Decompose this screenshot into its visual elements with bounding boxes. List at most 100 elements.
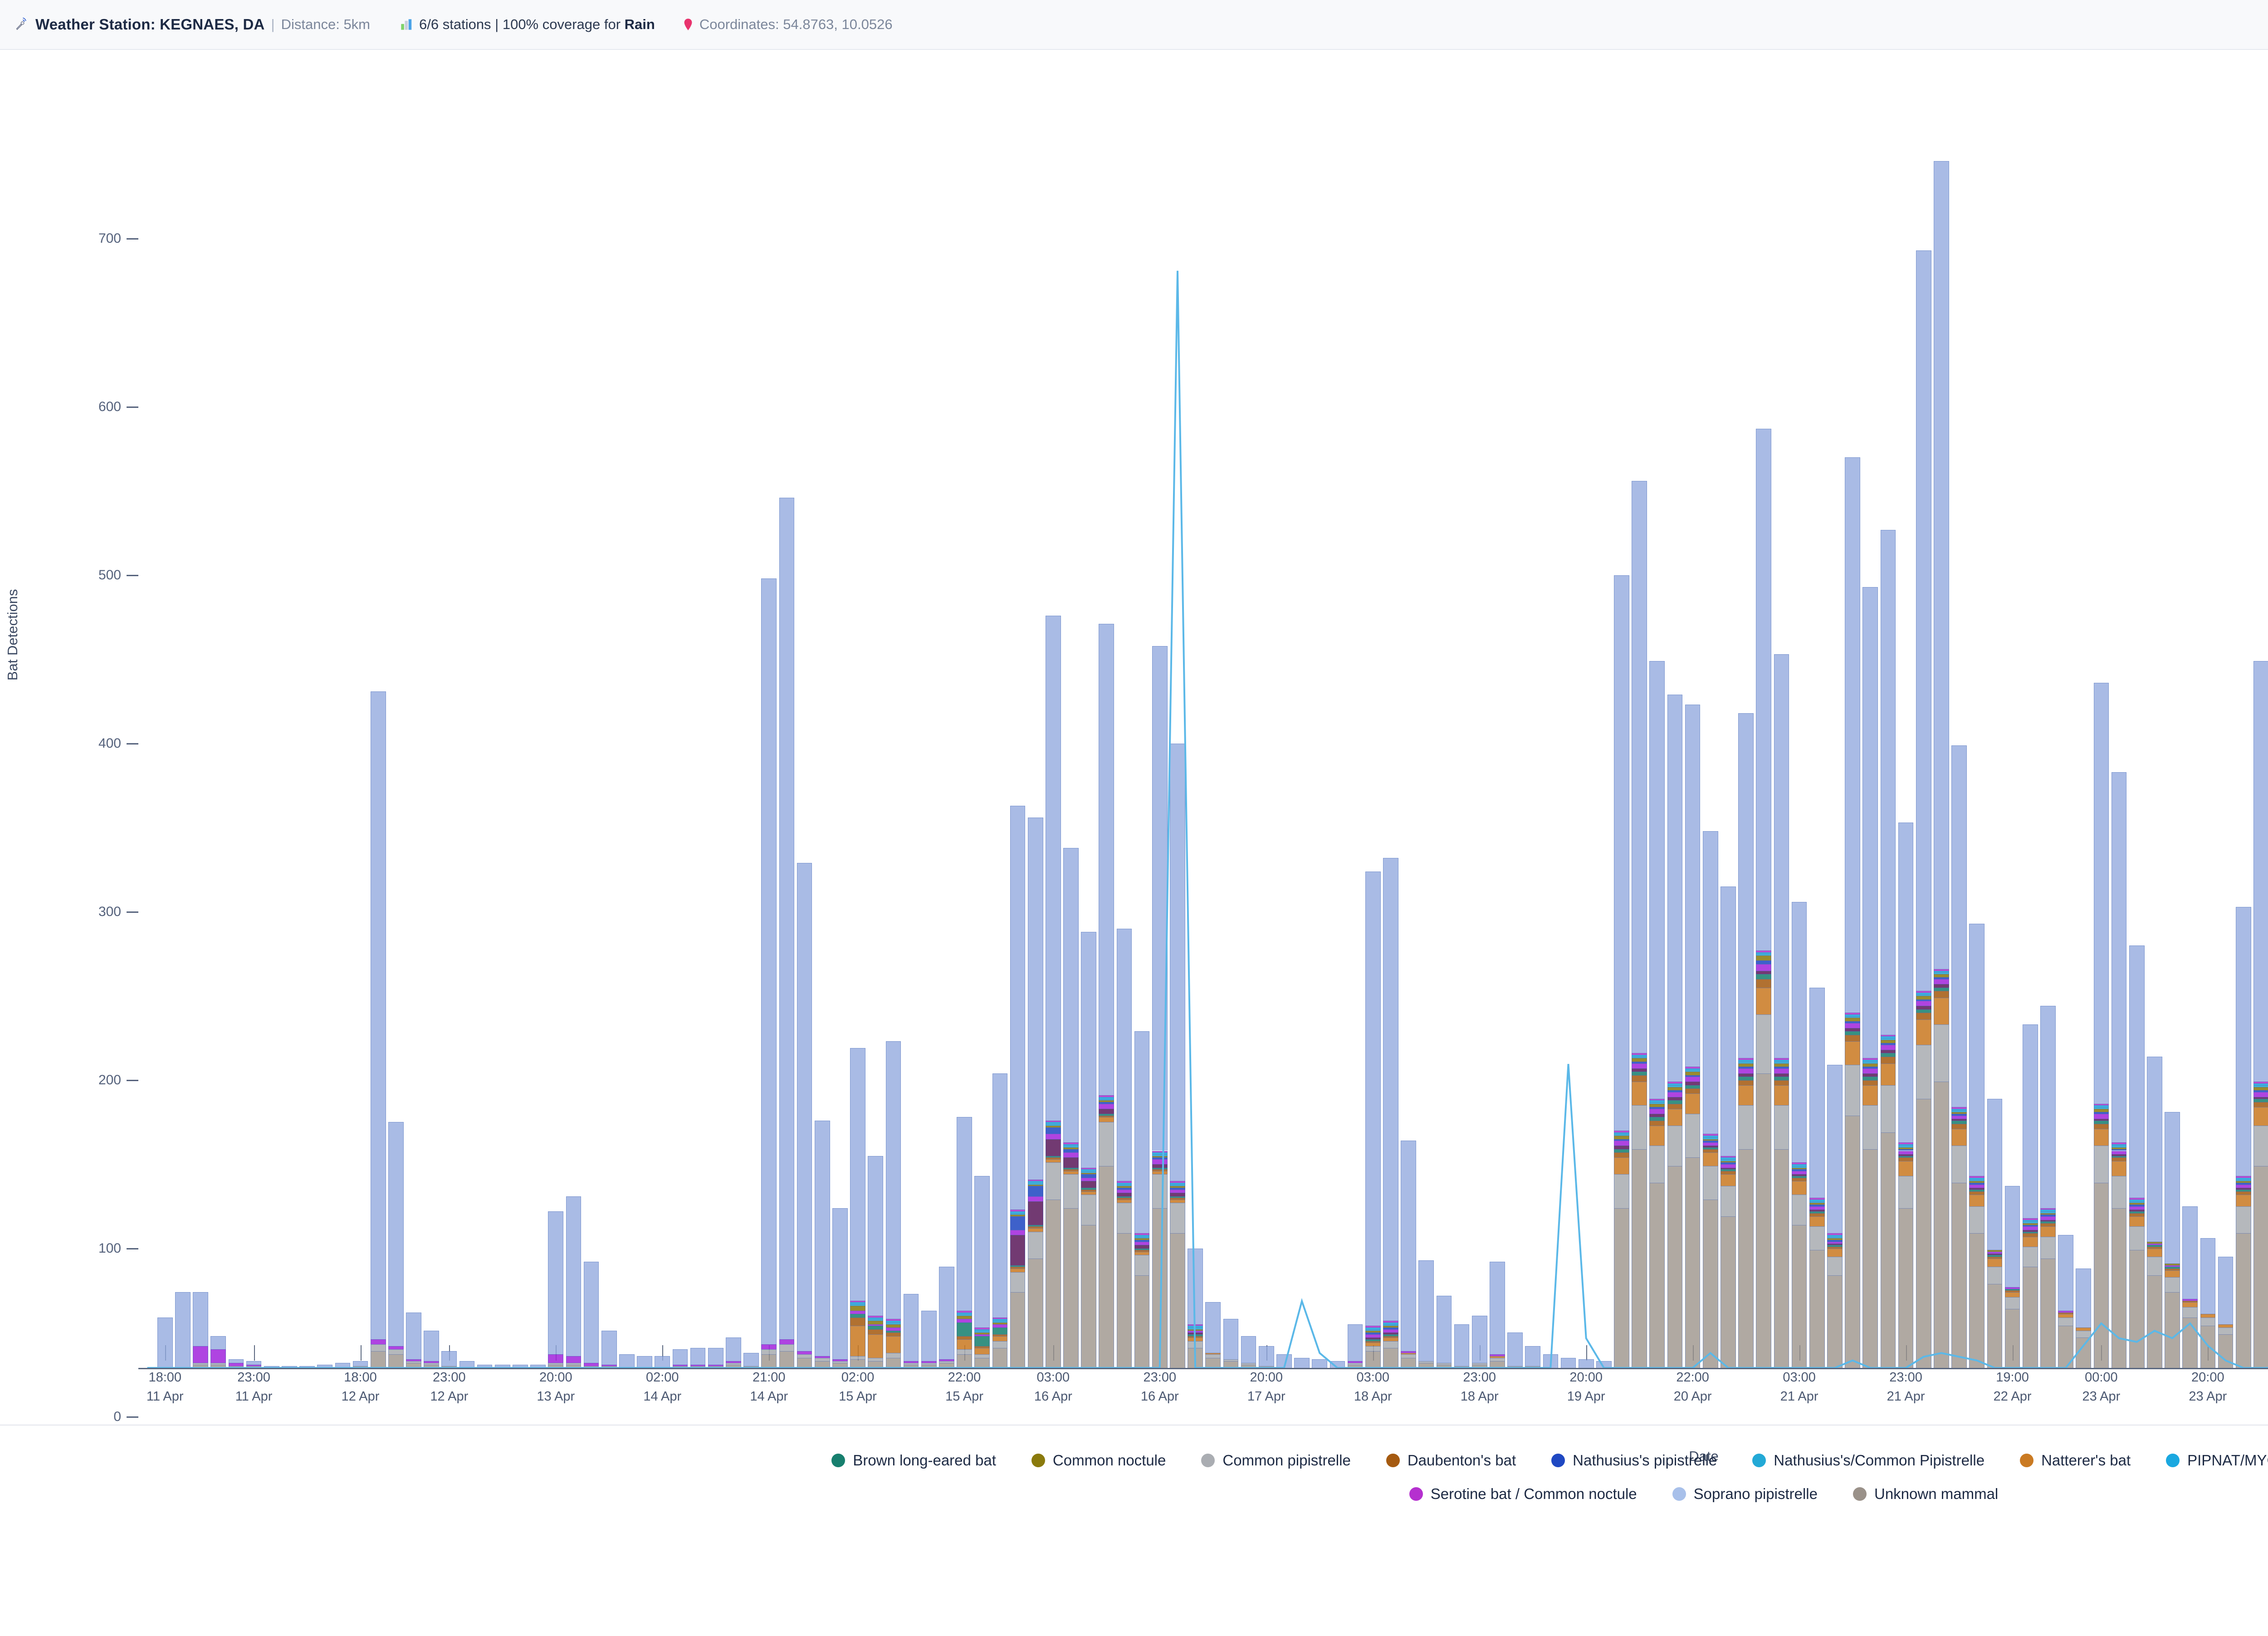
bar-column[interactable] — [1241, 122, 1256, 1368]
bar-column[interactable] — [2076, 122, 2092, 1368]
bar-column[interactable] — [2004, 122, 2020, 1368]
bar-column[interactable] — [1845, 122, 1860, 1368]
bar-column[interactable] — [1116, 122, 1132, 1368]
bar-column[interactable] — [2111, 122, 2127, 1368]
bar-column[interactable] — [1027, 122, 1043, 1368]
bar-column[interactable] — [1969, 122, 1985, 1368]
bar-column[interactable] — [1721, 122, 1736, 1368]
bar-column[interactable] — [459, 122, 475, 1368]
bar-column[interactable] — [583, 122, 599, 1368]
bar-column[interactable] — [1330, 122, 1345, 1368]
bar-column[interactable] — [637, 122, 652, 1368]
bar-column[interactable] — [1134, 122, 1150, 1368]
bar-column[interactable] — [477, 122, 493, 1368]
legend-item[interactable]: Natterer's bat — [2020, 1452, 2131, 1469]
bar-column[interactable] — [2040, 122, 2056, 1368]
bar-column[interactable] — [1490, 122, 1505, 1368]
bar-column[interactable] — [1081, 122, 1096, 1368]
bar-column[interactable] — [992, 122, 1008, 1368]
bar-column[interactable] — [1188, 122, 1203, 1368]
bar-column[interactable] — [282, 122, 297, 1368]
bar-column[interactable] — [1507, 122, 1523, 1368]
bar-column[interactable] — [1578, 122, 1594, 1368]
bar-column[interactable] — [193, 122, 208, 1368]
legend-item[interactable]: Common pipistrelle — [1201, 1452, 1351, 1469]
bar-column[interactable] — [2200, 122, 2216, 1368]
bar-column[interactable] — [1347, 122, 1363, 1368]
bar-column[interactable] — [743, 122, 759, 1368]
bar-column[interactable] — [1756, 122, 1772, 1368]
bar-column[interactable] — [2235, 122, 2251, 1368]
bar-column[interactable] — [974, 122, 990, 1368]
bar-column[interactable] — [2129, 122, 2145, 1368]
bar-column[interactable] — [655, 122, 670, 1368]
bar-column[interactable] — [494, 122, 510, 1368]
bar-column[interactable] — [2182, 122, 2198, 1368]
bar-column[interactable] — [370, 122, 386, 1368]
bar-column[interactable] — [1809, 122, 1825, 1368]
bar-column[interactable] — [406, 122, 421, 1368]
bar-column[interactable] — [1099, 122, 1114, 1368]
bar-column[interactable] — [797, 122, 812, 1368]
bar-column[interactable] — [850, 122, 865, 1368]
legend-item[interactable]: Brown long-eared bat — [831, 1452, 996, 1469]
bar-column[interactable] — [957, 122, 972, 1368]
bar-column[interactable] — [1365, 122, 1381, 1368]
bar-column[interactable] — [1454, 122, 1470, 1368]
bar-column[interactable] — [441, 122, 457, 1368]
bar-column[interactable] — [1294, 122, 1310, 1368]
bar-column[interactable] — [1045, 122, 1061, 1368]
bar-column[interactable] — [1596, 122, 1612, 1368]
bar-column[interactable] — [1649, 122, 1665, 1368]
bar-column[interactable] — [761, 122, 777, 1368]
bar-column[interactable] — [903, 122, 919, 1368]
bar-column[interactable] — [1276, 122, 1292, 1368]
bar-column[interactable] — [264, 122, 279, 1368]
bar-column[interactable] — [1685, 122, 1701, 1368]
bar-column[interactable] — [1791, 122, 1807, 1368]
bar-column[interactable] — [868, 122, 884, 1368]
bar-column[interactable] — [2058, 122, 2073, 1368]
bar-column[interactable] — [246, 122, 262, 1368]
bar-column[interactable] — [1934, 122, 1949, 1368]
bar-column[interactable] — [885, 122, 901, 1368]
bar-column[interactable] — [1560, 122, 1576, 1368]
bar-column[interactable] — [1614, 122, 1629, 1368]
bar-column[interactable] — [2022, 122, 2038, 1368]
bar-column[interactable] — [1170, 122, 1185, 1368]
legend-item[interactable]: Nathusius's pipistrelle — [1551, 1452, 1717, 1469]
bar-column[interactable] — [779, 122, 795, 1368]
bar-column[interactable] — [1543, 122, 1559, 1368]
bar-column[interactable] — [352, 122, 368, 1368]
bar-column[interactable] — [210, 122, 226, 1368]
bar-column[interactable] — [1916, 122, 1931, 1368]
legend-item[interactable]: PIPNAT/MYODAS — [2166, 1452, 2268, 1469]
bar-column[interactable] — [335, 122, 351, 1368]
legend-item[interactable]: Soprano pipistrelle — [1672, 1485, 1818, 1503]
bar-column[interactable] — [1738, 122, 1754, 1368]
bar-column[interactable] — [1667, 122, 1683, 1368]
bar-column[interactable] — [513, 122, 528, 1368]
bar-column[interactable] — [1987, 122, 2003, 1368]
bar-column[interactable] — [1702, 122, 1718, 1368]
bar-column[interactable] — [1010, 122, 1026, 1368]
bar-column[interactable] — [530, 122, 546, 1368]
bar-column[interactable] — [2147, 122, 2162, 1368]
bar-column[interactable] — [317, 122, 333, 1368]
bar-column[interactable] — [1525, 122, 1541, 1368]
bar-column[interactable] — [228, 122, 244, 1368]
bar-column[interactable] — [672, 122, 688, 1368]
bar-column[interactable] — [1223, 122, 1239, 1368]
legend-item[interactable]: Nathusius's/Common Pipistrelle — [1752, 1452, 1984, 1469]
bar-column[interactable] — [2218, 122, 2234, 1368]
bar-column[interactable] — [1063, 122, 1079, 1368]
legend-item[interactable]: Unknown mammal — [1853, 1485, 1998, 1503]
bar-column[interactable] — [832, 122, 848, 1368]
bar-column[interactable] — [726, 122, 741, 1368]
bar-column[interactable] — [1898, 122, 1914, 1368]
legend-item[interactable]: Common noctule — [1031, 1452, 1166, 1469]
bar-column[interactable] — [601, 122, 617, 1368]
bar-column[interactable] — [939, 122, 954, 1368]
bar-column[interactable] — [157, 122, 173, 1368]
bar-column[interactable] — [1471, 122, 1487, 1368]
